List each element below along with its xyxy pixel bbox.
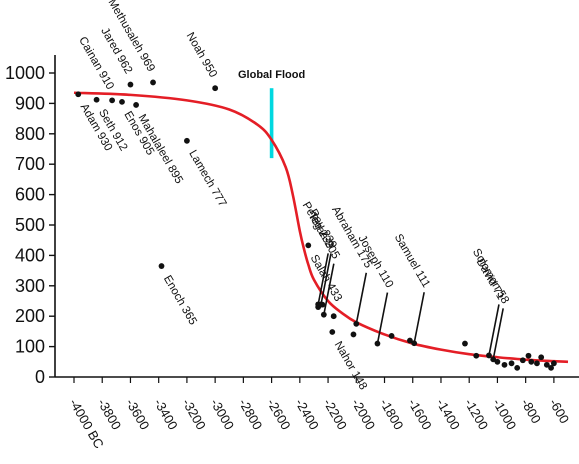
point-label: Solomon 58: [470, 247, 511, 306]
data-point-labeled: [93, 96, 100, 103]
data-point-labeled: [490, 356, 497, 363]
label-leader-lines: [317, 253, 504, 360]
data-point-labeled: [318, 301, 324, 308]
x-tick-label: -3400: [151, 396, 181, 432]
y-tick-label: 500: [15, 215, 45, 235]
data-point: [508, 360, 515, 367]
data-point: [330, 313, 337, 320]
x-tick-label: -2400: [292, 396, 322, 432]
x-tick-label: -3000: [208, 396, 238, 432]
x-tick-label: -800: [518, 396, 544, 426]
data-point-labeled: [353, 320, 360, 327]
point-label: Noah 950: [184, 31, 219, 80]
data-point-labeled: [411, 340, 418, 347]
data-point-labeled: [329, 329, 336, 335]
data-point-labeled: [150, 79, 156, 86]
x-tick-label: -3600: [123, 396, 153, 432]
x-tick-label: -2000: [349, 396, 379, 432]
data-point-labeled: [184, 137, 190, 144]
x-tick-label: -2800: [236, 396, 266, 432]
x-tick-label: -2600: [264, 396, 294, 432]
data-point: [407, 337, 413, 344]
data-point-labeled: [320, 311, 327, 318]
data-point: [528, 358, 535, 365]
data-point: [501, 361, 508, 368]
y-tick-label: 400: [15, 245, 45, 265]
x-tick-label: -1800: [377, 396, 407, 432]
x-tick-label: -1400: [433, 396, 463, 432]
data-point-labeled: [158, 263, 165, 269]
point-label: Lamech 777: [186, 148, 228, 209]
x-tick-label: -1600: [405, 396, 435, 432]
label-leader-line: [317, 253, 329, 305]
x-axis-ticks: -4000 BC-3800-3600-3400-3200-3000-2800-2…: [66, 377, 572, 451]
data-point: [462, 340, 468, 347]
y-tick-label: 100: [15, 337, 45, 357]
y-axis-ticks: 0 100 200 300 400 500 600 700 800 900 1000: [5, 63, 55, 387]
x-tick-label: -2200: [320, 396, 350, 432]
label-leader-line: [323, 263, 335, 315]
y-tick-label: 0: [35, 367, 45, 387]
label-leader-line: [355, 272, 368, 324]
point-label: Samuel 111: [392, 232, 432, 290]
data-point-labeled: [212, 85, 219, 92]
data-point-labeled: [305, 242, 312, 249]
point-label: Nahor 148: [332, 340, 369, 393]
y-tick-label: 300: [15, 276, 45, 296]
chart-axes: [54, 55, 579, 378]
data-point-labeled: [486, 352, 492, 359]
label-leader-line: [488, 304, 500, 356]
x-tick-label: -3200: [179, 396, 209, 432]
data-point-labeled: [75, 91, 82, 98]
x-tick-label: -1200: [462, 396, 492, 432]
x-tick-label: -600: [546, 396, 572, 426]
data-point: [538, 354, 545, 361]
global-flood-label: Global Flood: [238, 69, 305, 81]
x-tick-label: -3800: [95, 396, 125, 432]
data-point: [473, 352, 480, 359]
label-leader-line: [413, 292, 425, 344]
data-point: [388, 333, 395, 339]
data-point-labeled: [374, 340, 381, 347]
global-flood-marker: Global Flood: [238, 69, 305, 159]
data-points: [75, 79, 557, 371]
label-leader-line: [376, 292, 389, 344]
y-tick-label: 800: [15, 124, 45, 144]
point-label: Enoch 365: [161, 274, 199, 328]
data-point-labeled: [127, 81, 134, 88]
label-leader-line: [320, 253, 332, 305]
data-point-labeled: [133, 102, 140, 108]
y-tick-label: 700: [15, 154, 45, 174]
x-tick-label: -1000: [490, 396, 520, 432]
data-point: [350, 331, 357, 338]
data-point: [548, 364, 554, 371]
data-point: [514, 364, 521, 371]
y-tick-label: 900: [15, 93, 45, 113]
label-leader-line: [492, 308, 504, 360]
y-tick-label: 200: [15, 306, 45, 326]
data-point: [494, 358, 501, 365]
global-flood-bar: [269, 88, 274, 159]
y-tick-label: 1000: [5, 63, 45, 83]
data-point: [543, 361, 550, 368]
data-point: [550, 360, 557, 367]
data-point-labeled: [119, 98, 125, 105]
data-point: [525, 352, 532, 359]
data-point: [519, 357, 526, 364]
data-point: [534, 360, 540, 367]
data-point-labeled: [109, 97, 116, 104]
y-tick-label: 600: [15, 185, 45, 205]
